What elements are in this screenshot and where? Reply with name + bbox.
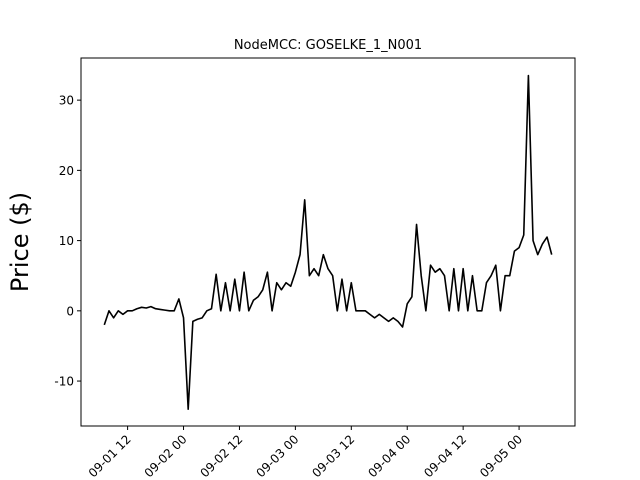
x-tick-label: 09-02 00 (142, 432, 190, 480)
y-tick-label: 30 (59, 94, 74, 108)
y-tick-label: 10 (59, 234, 74, 248)
y-axis-label: Price ($) (6, 192, 34, 292)
y-tick-label: 20 (59, 164, 74, 178)
x-tick-label: 09-05 00 (477, 432, 525, 480)
chart-title: NodeMCC: GOSELKE_1_N001 (234, 38, 422, 53)
x-tick-label: 09-04 12 (421, 432, 469, 480)
plot-frame (80, 57, 576, 427)
x-tick-label: 09-01 12 (86, 432, 134, 480)
y-tick-label: 0 (66, 304, 74, 318)
x-tick-label: 09-03 12 (309, 432, 357, 480)
x-tick-label: 09-02 12 (198, 432, 246, 480)
y-tick-label: -10 (54, 375, 74, 389)
x-tick-label: 09-04 00 (365, 432, 413, 480)
x-tick-label: 09-03 00 (253, 432, 301, 480)
price-line (103, 74, 553, 410)
